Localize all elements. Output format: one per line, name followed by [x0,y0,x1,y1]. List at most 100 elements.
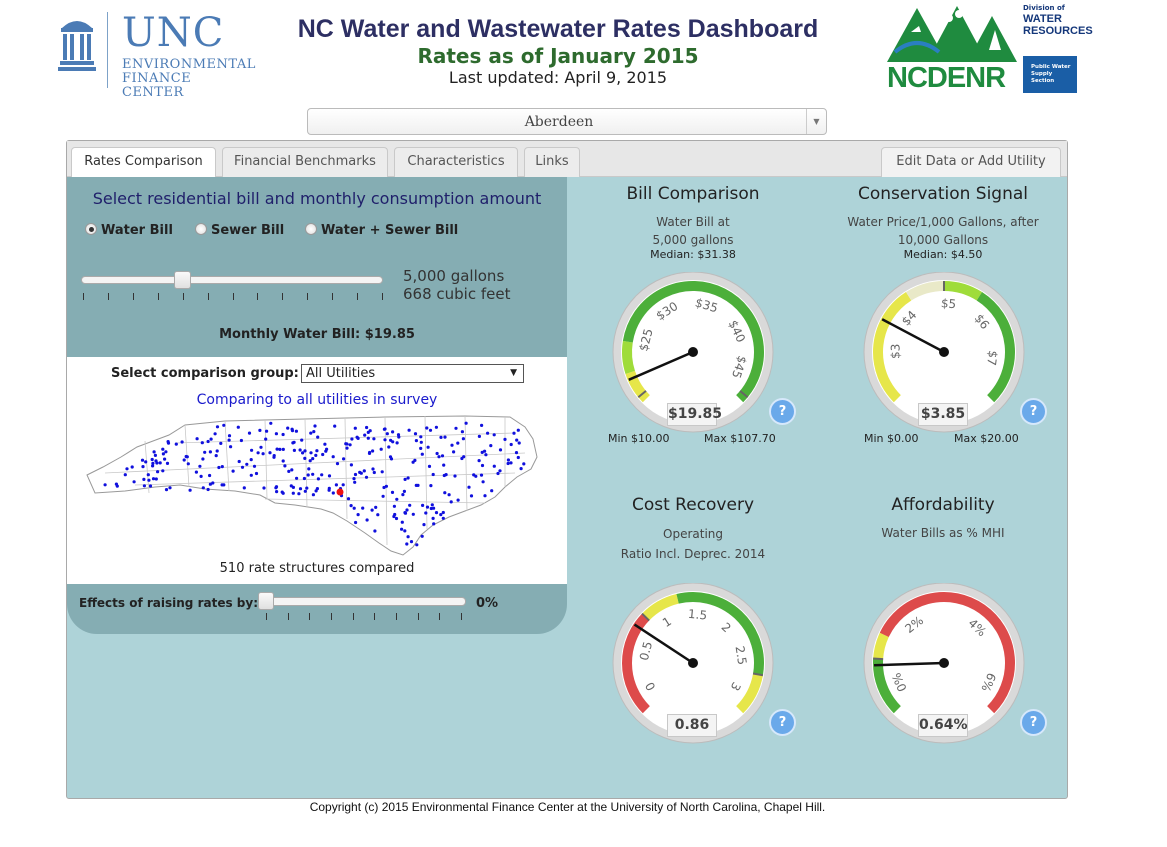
utility-dot [381,494,385,498]
utility-dot [509,442,513,447]
utility-dot [180,440,184,444]
old-well-icon [58,21,96,71]
utility-dot [416,483,420,487]
utility-dot [400,527,404,531]
comparison-group-select[interactable]: All Utilities ▼ [301,364,524,383]
utility-dot [345,446,349,450]
utility-dot [477,459,481,463]
utility-dot [374,505,378,509]
slider-tick [396,613,397,620]
gauge-band [879,592,1015,714]
utility-dot [227,438,231,442]
bill-comparison-help-button[interactable]: ? [769,398,796,425]
utility-dot [153,453,157,457]
utility-dot [311,457,315,461]
radio-water-bill[interactable]: Water Bill [85,223,173,238]
utility-dot [428,428,433,432]
utility-dot [186,462,190,466]
utility-dot [201,486,205,490]
utility-dot [366,430,370,434]
gauge-tick [739,390,749,399]
dropdown-arrow-icon[interactable]: ▼ [806,109,826,134]
utility-dot [150,457,154,462]
utility-dot [441,510,445,515]
utility-dot [249,473,253,477]
radio-empty-icon[interactable] [195,223,207,235]
edit-data-button[interactable]: Edit Data or Add Utility [881,147,1061,177]
tab-rates-comparison[interactable]: Rates Comparison [71,147,216,178]
utility-dot [265,429,269,433]
utility-dot [125,467,129,471]
slider-tick [331,613,332,620]
utility-dot [480,423,484,427]
radio-water-sewer-bill[interactable]: Water + Sewer Bill [305,223,458,238]
utility-dot [474,474,478,478]
utility-dot [389,457,394,461]
utility-dot [280,490,284,494]
utility-dot [358,470,362,474]
utility-dot [403,477,407,481]
tab-financial-benchmarks[interactable]: Financial Benchmarks [222,147,388,177]
utility-dot [469,494,474,498]
utility-dot [303,456,307,460]
utility-dot [258,428,262,432]
utility-dot [283,464,287,468]
utility-dot [152,450,156,454]
utility-dot [290,429,295,433]
utility-dot [311,493,315,497]
conservation-signal-value: $3.85 [918,403,968,426]
utility-dot [142,477,146,481]
affordability-help-button[interactable]: ? [1020,709,1047,736]
slider-tick [357,293,359,300]
dropdown-arrow-icon[interactable]: ▼ [510,368,517,378]
consumption-slider[interactable] [81,271,383,289]
rate-increase-value: 0% [476,596,499,611]
utility-dot [291,441,295,445]
utility-dot [220,465,224,469]
utility-dot [456,441,460,445]
utility-dot [294,429,298,433]
bill-comparison-max: Max $107.70 [704,432,776,445]
consumption-slider-handle[interactable] [174,271,191,289]
utility-dot [443,435,447,439]
utility-dot [382,485,386,490]
utility-dot [356,513,360,517]
utility-dot [395,441,399,445]
utility-dot [450,443,454,447]
utility-dot [188,488,192,492]
tab-characteristics[interactable]: Characteristics [394,147,518,177]
cost-recovery-help-button[interactable]: ? [769,709,796,736]
utility-dot [364,475,369,479]
utility-select-value: Aberdeen [524,114,594,130]
gauge-hub [688,347,698,357]
bill-comparison-min: Min $10.00 [608,432,670,445]
utility-select[interactable]: Aberdeen ▼ [307,108,827,135]
utility-dot [321,452,325,457]
utility-dot [281,432,285,437]
slider-tick [282,293,284,300]
conservation-signal-title: Conservation Signal [857,184,1029,204]
utility-dot [353,472,358,477]
conservation-signal-min: Min $0.00 [864,432,919,445]
utility-dot [390,490,395,494]
rate-increase-slider[interactable] [258,592,466,610]
gauge-hub [939,347,949,357]
radio-selected-icon[interactable] [85,223,97,235]
utility-dot [427,464,432,468]
monthly-bill: Monthly Water Bill: $19.85 [219,327,415,342]
conservation-signal-help-button[interactable]: ? [1020,398,1047,425]
slider-tick [83,293,84,300]
utility-dot [334,483,338,487]
radio-empty-icon[interactable] [305,223,317,235]
utility-dot [395,497,399,501]
utility-dot [264,437,268,441]
tab-links[interactable]: Links [524,147,580,177]
slider-tick [374,613,376,620]
radio-sewer-bill[interactable]: Sewer Bill [195,223,284,238]
ncdenr-logo: NCDENR Division of WATER RESOURCES Publi… [887,4,1093,94]
rate-increase-slider-handle[interactable] [258,592,274,610]
gauge-tick [752,672,764,677]
slider-tick [352,613,354,620]
utility-dot [414,439,418,443]
utility-dot [512,431,516,435]
